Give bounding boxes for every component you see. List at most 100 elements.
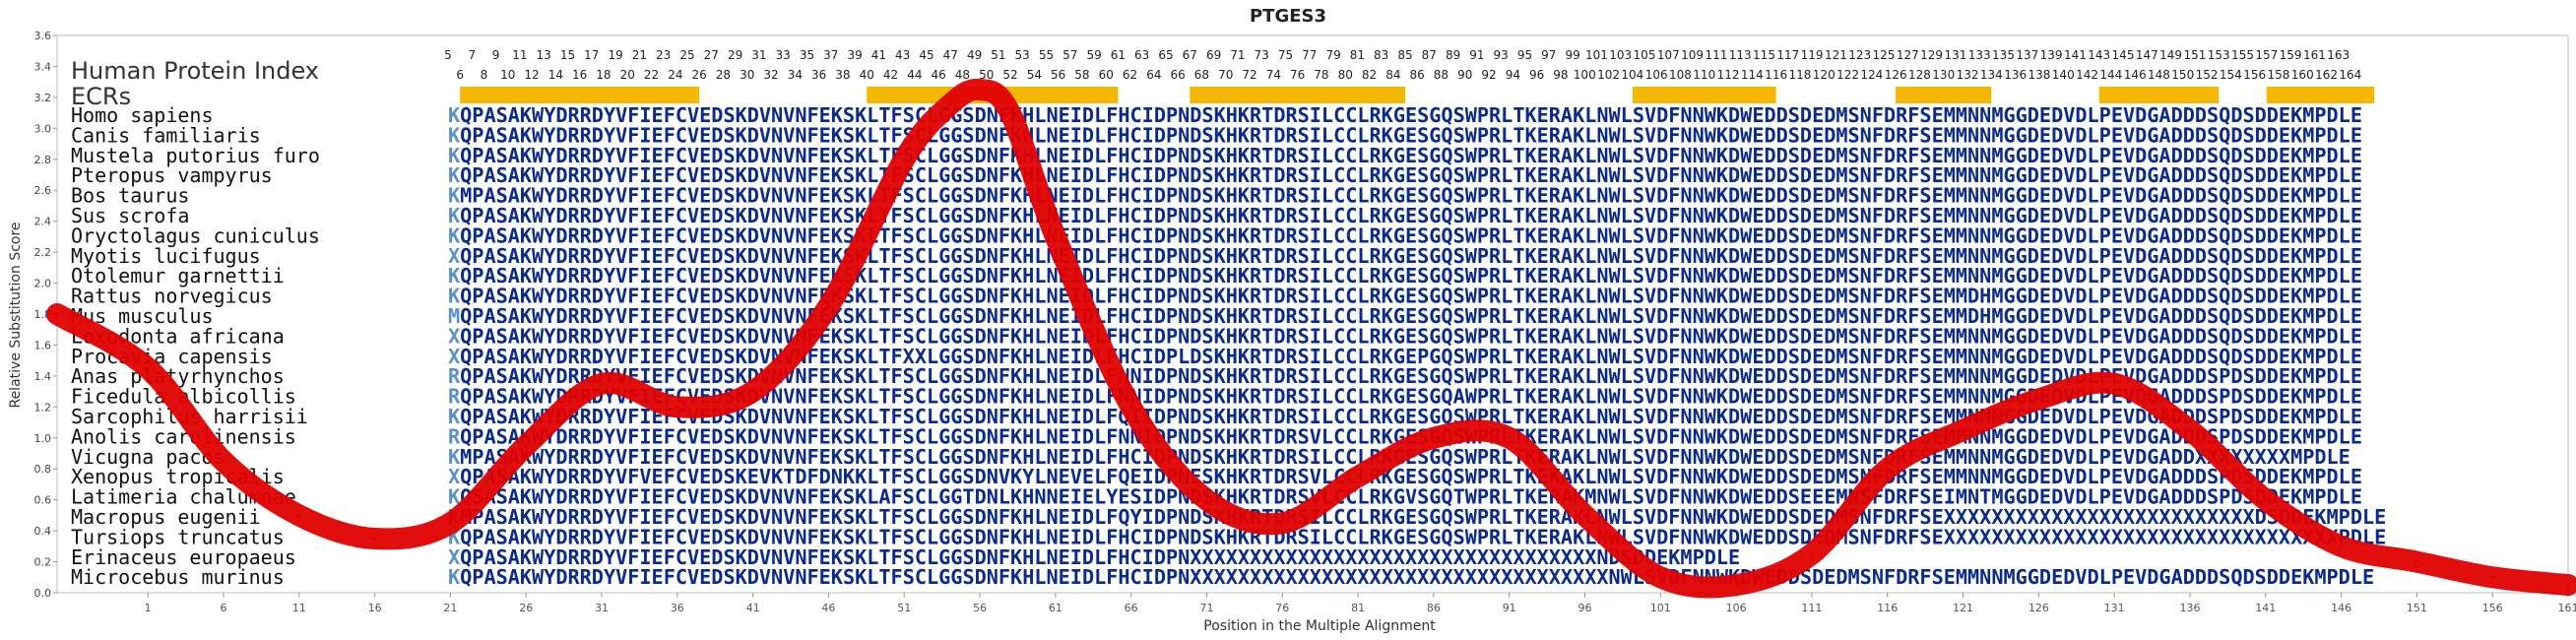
position-label: 60 — [1099, 68, 1114, 82]
position-label: 32 — [763, 68, 778, 82]
sequence-row: KQPASAKWYDRRDYVFIEFCVEDSKDVNVNFEKSKLTFSC… — [448, 264, 2362, 288]
sequence-row: KMPASAKWYDRRDYVFIEFCVEDSKDVNVNFEKSKLTFSC… — [448, 505, 2386, 529]
score-point — [1432, 436, 1436, 440]
position-label: 140 — [2052, 68, 2075, 82]
position-label: 121 — [1825, 48, 1847, 62]
score-point — [2112, 382, 2116, 386]
position-label: 127 — [1897, 48, 1919, 62]
y-tick-label: 3.6 — [34, 30, 52, 42]
x-tick-label: 66 — [1125, 602, 1138, 614]
position-label: 100 — [1574, 68, 1596, 82]
position-label: 31 — [751, 48, 766, 62]
x-tick-label: 61 — [1049, 602, 1063, 614]
score-point — [524, 444, 528, 448]
position-label: 99 — [1565, 48, 1579, 62]
y-tick-label: 3.0 — [34, 122, 52, 135]
position-label: 14 — [548, 68, 563, 82]
sequence-row: KQSASAKWYDRRDYVFIEFCVEDSKDVNVNFEKSKLAFSC… — [448, 485, 2362, 509]
sequence-row: KQPASAKWYDRRDYVFIEFCVEDSKDVNVNFEKSKLTFSC… — [448, 144, 2362, 167]
y-tick-label: 2.6 — [34, 184, 52, 197]
position-label: 111 — [1705, 48, 1727, 62]
sequence-row: KQPASAKWYDRRDYVFIEFCVEDSKDVNVNFEKSKLTFSC… — [448, 405, 2362, 428]
species-label: Bos taurus — [71, 184, 189, 208]
score-point — [146, 366, 150, 370]
x-tick-label: 11 — [292, 602, 306, 614]
position-label: 83 — [1374, 48, 1388, 62]
position-label: 84 — [1385, 68, 1400, 82]
score-point — [2490, 575, 2494, 579]
position-label: 161 — [2303, 48, 2326, 62]
x-tick-label: 26 — [519, 602, 533, 614]
position-label: 23 — [656, 48, 671, 62]
position-label: 117 — [1776, 48, 1799, 62]
species-label: Tursiops truncatus — [71, 525, 285, 548]
species-label: Oryctolagus cuniculus — [71, 224, 320, 247]
position-label: 104 — [1621, 68, 1643, 82]
position-label: 37 — [823, 48, 838, 62]
x-tick-label: 51 — [897, 602, 911, 614]
y-tick-label: 0.6 — [34, 494, 52, 507]
substitution-score-line — [46, 78, 2576, 599]
position-label: 102 — [1597, 68, 1620, 82]
sequence-row: KQPASAKWYDRRDYVFIEFCVEDSKDVNVNFEKSKLTFSC… — [448, 285, 2362, 308]
sequence-row: KQPASAKWYDRRDYVFIEFCVEDSKDVNVNFEKSKLTFSC… — [448, 103, 2362, 127]
position-label: 67 — [1183, 48, 1197, 62]
position-label: 40 — [860, 68, 874, 82]
y-tick-label: 0.8 — [34, 463, 52, 476]
position-label: 80 — [1338, 68, 1353, 82]
position-label: 18 — [596, 68, 611, 82]
x-tick-label: 131 — [2104, 602, 2125, 614]
sequence-row: KQPASAKWYDRRDYVFIEFCVEDSKDVNVNFEKSKLTFSC… — [448, 123, 2362, 147]
position-label: 5 — [444, 48, 452, 62]
score-point — [2036, 397, 2040, 401]
species-label: Homo sapiens — [71, 103, 214, 127]
score-point — [1810, 552, 1814, 556]
y-tick-label: 2.2 — [34, 246, 52, 259]
position-label: 159 — [2280, 48, 2302, 62]
score-point — [1356, 475, 1360, 479]
position-label: 34 — [788, 68, 803, 82]
x-tick-label: 96 — [1578, 602, 1592, 614]
position-label: 164 — [2339, 68, 2361, 82]
score-point — [751, 390, 755, 394]
position-label: 77 — [1302, 48, 1317, 62]
position-label: 44 — [907, 68, 922, 82]
sequence-row: KQPASAKWYDRRDYVFIEFCVEDSKDVNVNFEKSKLTFSC… — [448, 163, 2362, 187]
position-label: 49 — [967, 48, 982, 62]
position-label: 35 — [800, 48, 814, 62]
position-label: 86 — [1410, 68, 1425, 82]
position-label: 48 — [955, 68, 970, 82]
score-point — [55, 312, 59, 316]
position-label: 13 — [537, 48, 551, 62]
species-label: Erinaceus europaeus — [71, 545, 296, 569]
position-label: 87 — [1422, 48, 1437, 62]
position-label: 114 — [1741, 68, 1764, 82]
score-point — [448, 521, 452, 525]
position-label: 38 — [835, 68, 850, 82]
position-label: 106 — [1645, 68, 1668, 82]
position-label: 30 — [740, 68, 754, 82]
position-label: 25 — [679, 48, 694, 62]
chart-title: PTGES3 — [1250, 6, 1326, 27]
species-label: Otolemur garnettii — [71, 264, 285, 288]
position-label: 105 — [1634, 48, 1656, 62]
sequence-row: KQPASAKWYDRRDYVFIEFCVEDSKDVNVNFEKSKLTFSC… — [448, 565, 2374, 589]
position-label: 137 — [2016, 48, 2038, 62]
x-tick-label: 76 — [1275, 602, 1289, 614]
position-label: 68 — [1194, 68, 1209, 82]
y-tick-label: 1.4 — [34, 370, 52, 383]
score-point — [1204, 498, 1208, 502]
position-label: 17 — [584, 48, 599, 62]
position-label: 142 — [2076, 68, 2098, 82]
position-label: 55 — [1039, 48, 1054, 62]
sequence-row: XQPASAKWYDRRDYVFIEFCVEDSKDVNVNFEKSKLTFSC… — [448, 324, 2362, 348]
position-label: 108 — [1669, 68, 1692, 82]
position-label: 92 — [1481, 68, 1496, 82]
y-tick-label: 2.4 — [34, 216, 52, 228]
position-label: 63 — [1134, 48, 1149, 62]
y-tick-label: 1.2 — [34, 401, 52, 414]
position-label: 79 — [1325, 48, 1340, 62]
position-label: 56 — [1051, 68, 1065, 82]
x-tick-label: 16 — [368, 602, 382, 614]
